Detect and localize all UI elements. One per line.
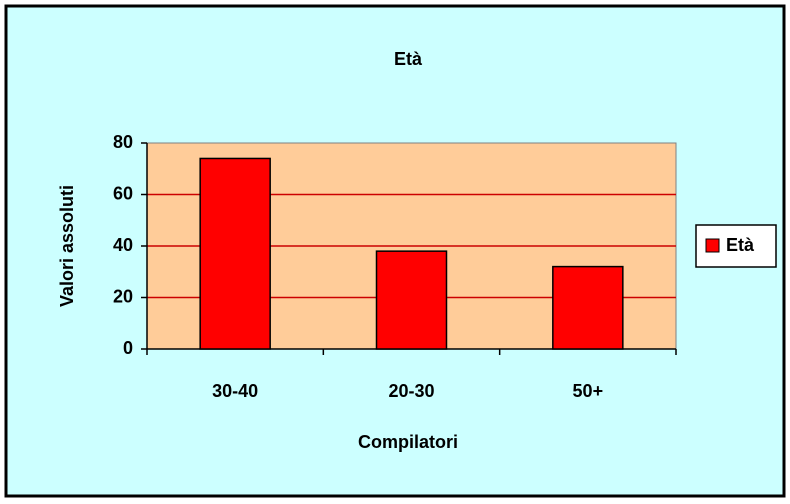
bar <box>552 265 624 350</box>
x-tick-label: 20-30 <box>388 381 434 401</box>
x-tick-label: 30-40 <box>212 381 258 401</box>
y-tick-label: 60 <box>113 183 133 203</box>
y-tick-label: 40 <box>113 235 133 255</box>
bar <box>199 157 271 350</box>
x-axis-label: Compilatori <box>358 432 458 452</box>
legend-label: Età <box>726 235 755 255</box>
y-tick-label: 20 <box>113 286 133 306</box>
chart-title: Età <box>394 49 423 69</box>
bar <box>375 250 448 350</box>
legend-swatch <box>705 238 720 253</box>
y-tick-label: 80 <box>113 132 133 152</box>
y-tick-label: 0 <box>123 338 133 358</box>
y-axis-label: Valori assoluti <box>57 185 77 307</box>
x-tick-label: 50+ <box>573 381 604 401</box>
